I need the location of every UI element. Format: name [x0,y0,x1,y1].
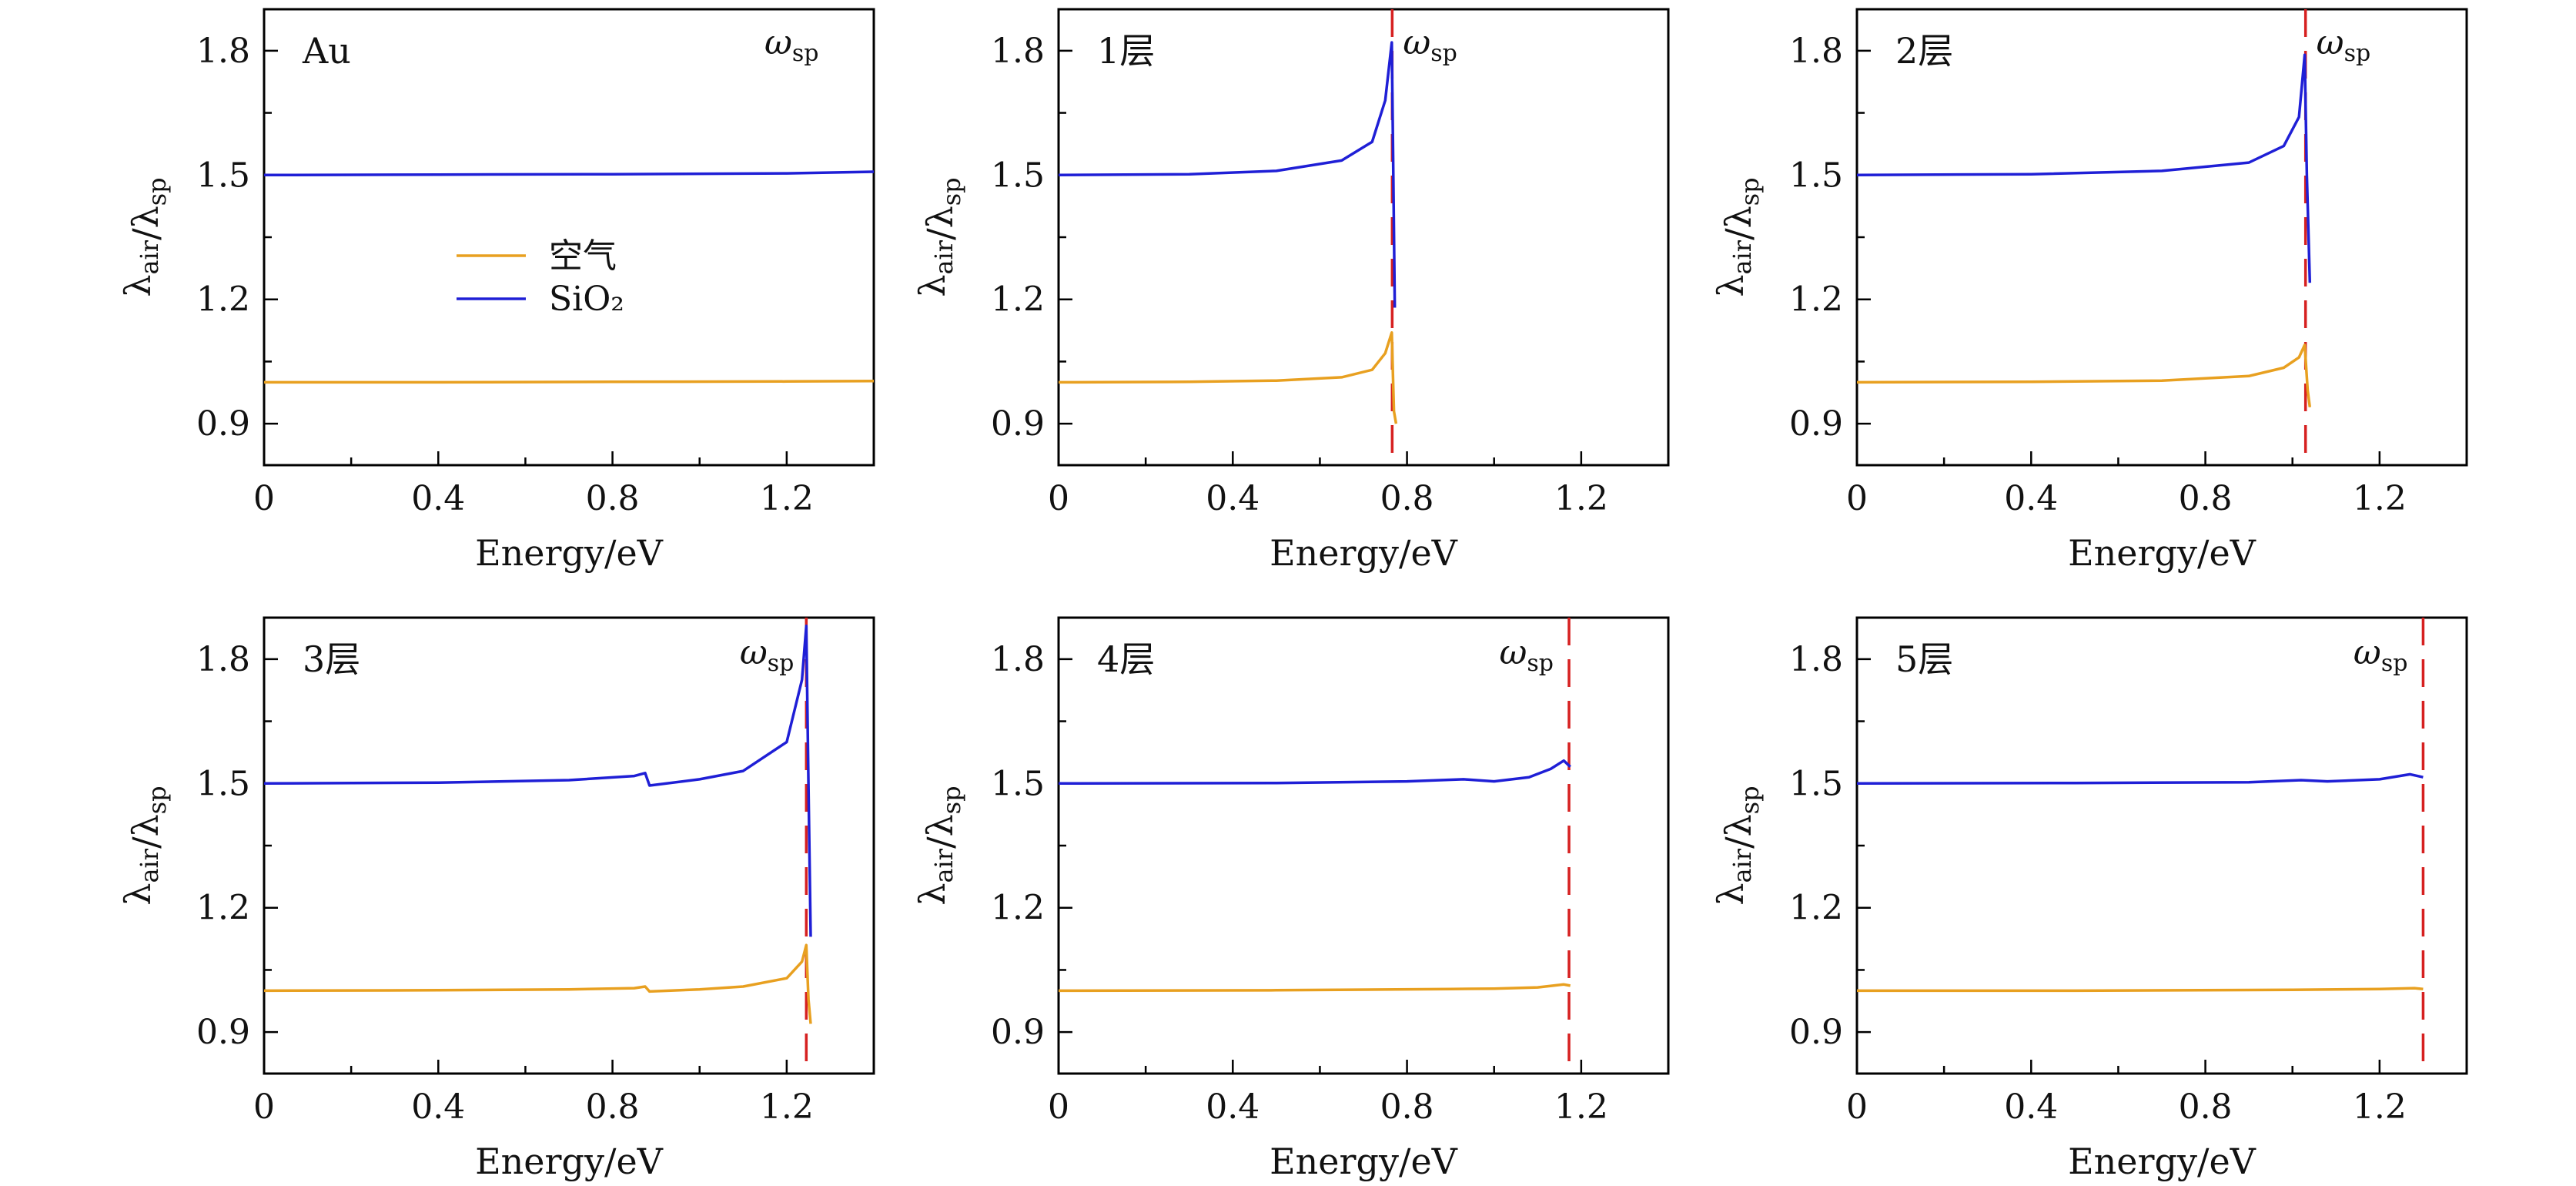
x-tick-label: 0.4 [2004,479,2058,518]
panel-label: 5层 [1895,638,1953,680]
x-tick-label: 0.4 [1206,479,1260,518]
series-line-air [263,943,812,1024]
y-axis-title: λair/λsp [1710,177,1765,296]
x-tick-label: 1.2 [760,479,814,518]
x-tick-label: 1.2 [1554,1087,1608,1127]
panel-3: 0 0.4 0.8 1.2 0.9 1.2 1.5 1.8 Energy/eV λair/λsp 2… [1710,8,2468,574]
plot-frame [1855,8,2468,467]
series-line-air [1856,343,2312,407]
panel-1: 0 0.4 0.8 1.2 0.9 1.2 1.5 1.8 Energy/eV λair/λsp A… [117,8,875,574]
series-line-sio2 [263,170,875,177]
x-tick-label: 0 [1846,1087,1868,1127]
omega-sp-annotation: ωsp [2354,633,2408,677]
series-line-sio2 [1856,772,2424,786]
x-tick-label: 1.2 [760,1087,814,1127]
x-tick-label: 0.8 [2179,1087,2233,1127]
x-tick-label: 1.2 [2353,1087,2407,1127]
panel-6: 0 0.4 0.8 1.2 0.9 1.2 1.5 1.8 Energy/eV λair/λsp 5… [1710,616,2468,1182]
panel-4: 0 0.4 0.8 1.2 0.9 1.2 1.5 1.8 Energy/eV λair/λsp 3… [117,616,875,1182]
series-line-air [1857,987,2424,993]
y-tick-label: 1.5 [991,764,1045,803]
x-tick-label: 1.2 [2353,479,2407,518]
y-tick-label: 1.5 [196,156,250,195]
omega-sp-annotation: ωsp [1500,633,1554,677]
y-axis-title: λair/λsp [912,786,966,905]
x-tick-label: 0.8 [586,1087,640,1127]
plot-frame [1057,616,1670,1075]
legend-label: SiO₂ [549,280,624,319]
panel-label: 3层 [303,638,360,680]
y-axis-title: λair/λsp [912,177,966,296]
panel-label: 4层 [1097,638,1155,680]
series-line-sio2 [1058,759,1571,786]
y-tick-label: 1.8 [196,640,250,679]
panel-label: Au [302,30,351,72]
omega-sp-annotation: ωsp [2317,23,2371,67]
series-line-sio2 [263,625,812,937]
y-tick-label: 0.9 [196,1013,250,1052]
omega-sp-annotation: ωsp [740,633,795,677]
panel-label: 2层 [1895,30,1953,72]
x-tick-label: 0.8 [2179,479,2233,518]
y-tick-label: 0.9 [1789,404,1843,444]
y-tick-label: 1.5 [1789,764,1843,803]
x-tick-label: 0.8 [1380,1087,1434,1127]
x-tick-label: 0.4 [1206,1087,1260,1127]
y-axis-title: λair/λsp [117,177,172,296]
y-tick-label: 1.2 [196,280,250,320]
x-tick-label: 0.8 [586,479,640,518]
y-tick-label: 1.5 [196,764,250,803]
plot-frame [1855,616,2468,1075]
y-tick-label: 1.5 [991,156,1045,195]
x-tick-label: 0.4 [411,479,465,518]
y-tick-label: 1.8 [1789,640,1843,679]
y-tick-label: 1.8 [991,640,1045,679]
x-axis-title: Energy/eV [475,1141,664,1182]
x-tick-label: 0 [1846,479,1868,518]
x-axis-title: Energy/eV [2068,1141,2257,1182]
series-line-air [1058,331,1398,424]
panel-2: 0 0.4 0.8 1.2 0.9 1.2 1.5 1.8 Energy/eV λair/λsp 1… [912,8,1670,574]
y-axis-title: λair/λsp [117,786,172,905]
y-tick-label: 0.9 [991,404,1045,444]
series-line-sio2 [1856,53,2312,283]
x-tick-label: 0 [1048,479,1069,518]
y-tick-label: 1.2 [1789,889,1843,928]
series-line-air [264,379,875,384]
y-tick-label: 1.2 [991,280,1045,320]
plot-frame [263,616,875,1075]
panel-5: 0 0.4 0.8 1.2 0.9 1.2 1.5 1.8 Energy/eV λair/λsp 4… [912,616,1670,1182]
series-line-sio2 [1058,41,1397,308]
x-axis-title: Energy/eV [1270,1141,1458,1182]
x-tick-label: 0.4 [411,1087,465,1127]
y-tick-label: 1.2 [1789,280,1843,320]
x-axis-title: Energy/eV [2068,532,2257,574]
y-tick-label: 1.5 [1789,156,1843,195]
x-tick-label: 0.4 [2004,1087,2058,1127]
omega-sp-annotation: ωsp [764,23,819,67]
x-axis-title: Energy/eV [1270,532,1458,574]
y-axis-title: λair/λsp [1710,786,1765,905]
series-line-air [1058,983,1571,993]
y-tick-label: 1.2 [991,889,1045,928]
x-tick-label: 0 [253,1087,275,1127]
y-tick-label: 1.8 [1789,32,1843,71]
x-tick-label: 1.2 [1554,479,1608,518]
x-tick-label: 0.8 [1380,479,1434,518]
x-tick-label: 0 [1048,1087,1069,1127]
y-tick-label: 0.9 [991,1013,1045,1052]
y-tick-label: 1.8 [991,32,1045,71]
y-tick-label: 1.8 [196,32,250,71]
omega-sp-annotation: ωsp [1403,23,1457,67]
y-tick-label: 0.9 [196,404,250,444]
legend-label: 空气 [549,236,617,276]
y-tick-label: 0.9 [1789,1013,1843,1052]
x-axis-title: Energy/eV [475,532,664,574]
x-tick-label: 0 [253,479,275,518]
y-tick-label: 1.2 [196,889,250,928]
panel-label: 1层 [1097,30,1155,72]
plot-frame [1057,8,1670,467]
